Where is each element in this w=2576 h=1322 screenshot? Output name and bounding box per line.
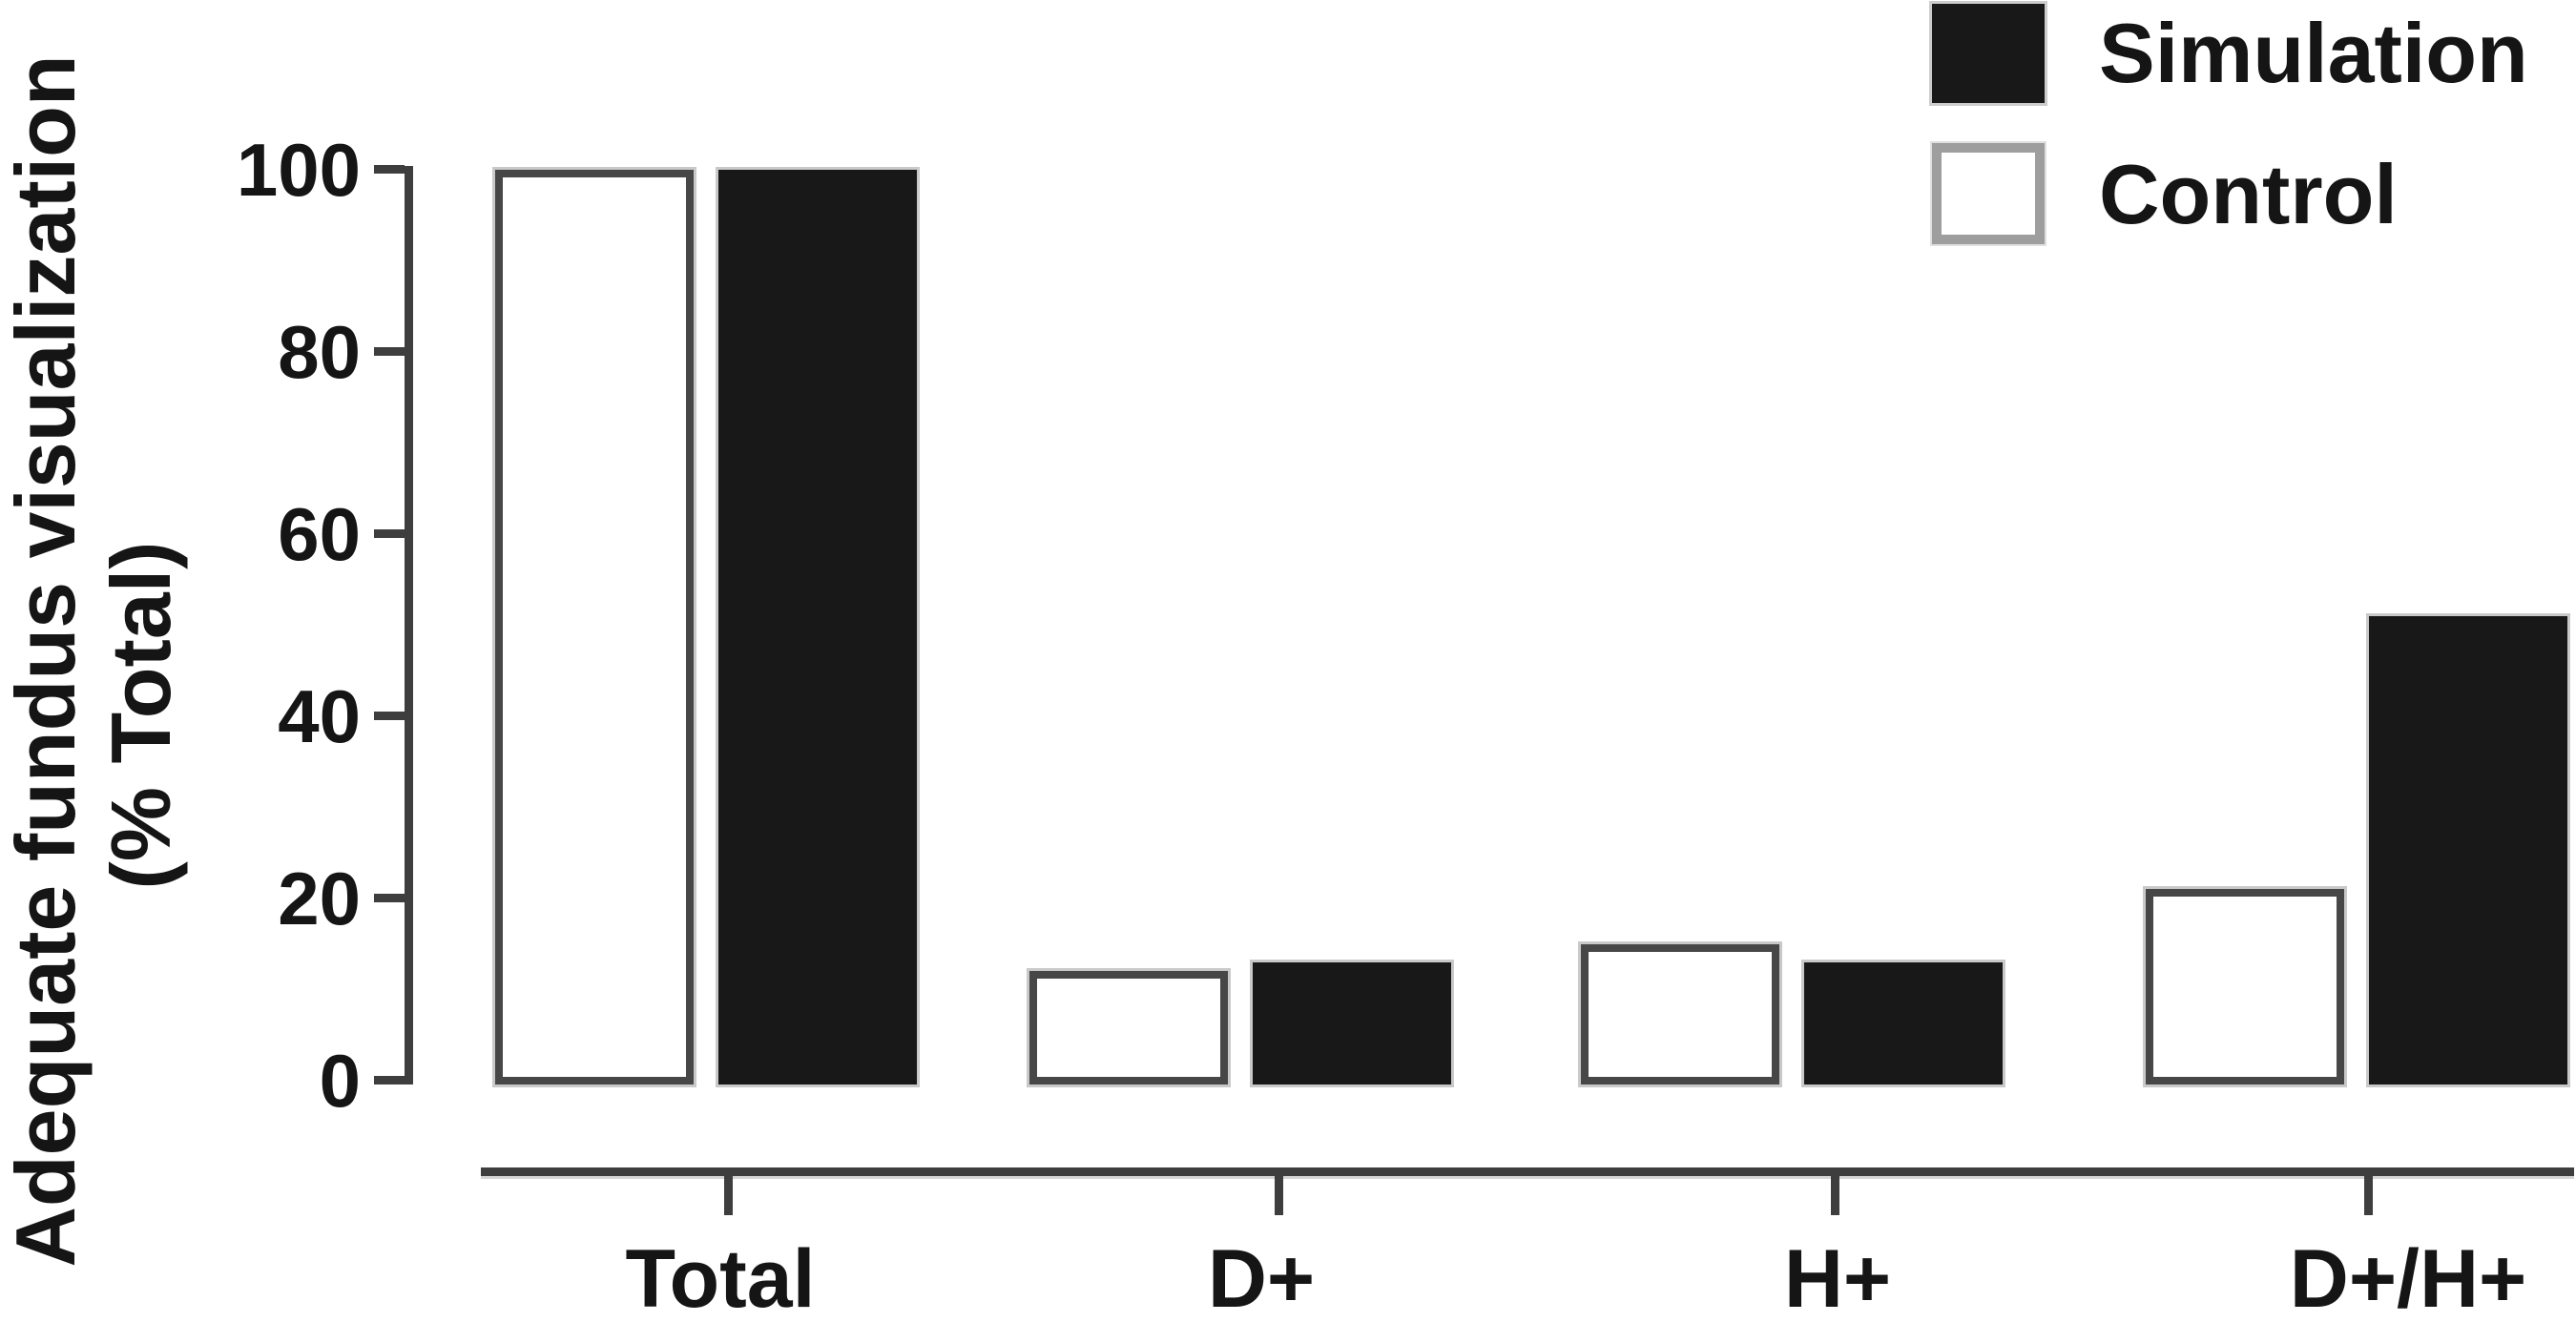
x-tick-label: D+ — [1207, 1233, 1316, 1322]
y-tick-label: 80 — [278, 310, 361, 394]
x-axis-tick — [2364, 1167, 2373, 1215]
x-axis-tick — [1831, 1167, 1839, 1215]
x-tick-label: H+ — [1783, 1233, 1892, 1322]
y-tick-label: 0 — [319, 1039, 361, 1123]
legend-swatch-control — [1932, 143, 2045, 244]
legend-label-control: Control — [2099, 147, 2398, 241]
x-axis-line — [481, 1167, 2574, 1176]
y-axis-line — [405, 166, 413, 1084]
y-axis-tick — [374, 347, 405, 356]
bar-h-simulation — [1804, 961, 2003, 1084]
bar-total-control — [495, 170, 694, 1084]
y-axis-tick — [374, 1076, 405, 1084]
bar-d-h-simulation — [2369, 615, 2567, 1084]
y-tick-label: 100 — [236, 128, 361, 212]
legend-label-simulation: Simulation — [2099, 6, 2528, 100]
legend-swatch-simulation — [1932, 4, 2045, 103]
bar-d-control — [1029, 971, 1228, 1084]
y-tick-label: 20 — [278, 857, 361, 940]
y-tick-label: 40 — [278, 674, 361, 758]
x-tick-label: D+/H+ — [2289, 1233, 2527, 1322]
y-axis-tick — [374, 712, 405, 720]
y-axis-tick — [374, 165, 405, 174]
y-axis-tick — [374, 894, 405, 902]
bar-d-simulation — [1253, 961, 1451, 1084]
y-axis-tick — [374, 529, 405, 538]
x-axis-tick — [1275, 1167, 1283, 1215]
x-tick-label: Total — [625, 1233, 816, 1322]
x-axis-tick — [724, 1167, 733, 1215]
bar-d-h-control — [2146, 889, 2344, 1084]
bar-total-simulation — [718, 170, 917, 1084]
bar-h-control — [1581, 943, 1779, 1084]
y-tick-label: 60 — [278, 492, 361, 576]
